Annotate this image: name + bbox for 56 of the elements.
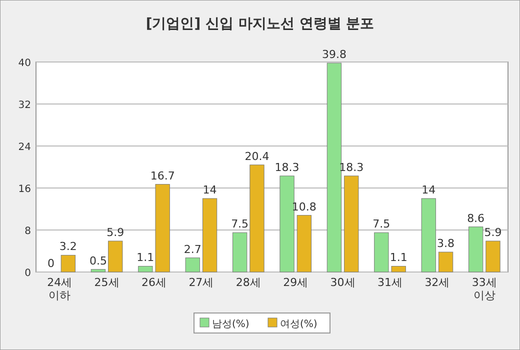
bar (374, 232, 389, 272)
data-label: 0.5 (89, 254, 107, 268)
legend-label: 남성(%) (212, 319, 250, 330)
bar (232, 232, 248, 272)
data-label: 8.6 (467, 212, 485, 225)
y-tick-label: 8 (24, 226, 31, 237)
data-label: 18.3 (274, 160, 300, 174)
x-tick-label: 25세 (94, 276, 120, 289)
y-tick-label: 32 (18, 100, 31, 111)
data-label: 20.4 (244, 150, 270, 163)
data-label: 16.7 (150, 169, 175, 182)
data-label: 7.5 (372, 218, 390, 231)
bar (421, 198, 436, 272)
bar (138, 266, 153, 272)
y-tick-label: 40 (18, 58, 31, 69)
bar (60, 254, 76, 272)
x-tick-label: 24세 이하 (47, 276, 72, 302)
bar (344, 176, 359, 272)
data-label: 7.5 (231, 218, 249, 231)
x-tick-label: 29세 (283, 276, 308, 289)
x-tick-label: 31세 (378, 276, 402, 289)
bar (155, 184, 170, 272)
data-label: 5.9 (484, 226, 502, 240)
x-tick-label: 27세 (188, 276, 214, 289)
data-label: 0 (48, 257, 55, 270)
bar (280, 176, 294, 272)
data-label: 1.1 (390, 251, 408, 264)
y-tick-label: 24 (18, 142, 31, 153)
bar (296, 215, 312, 272)
bar (90, 269, 106, 272)
x-tick-label: 28세 (236, 276, 261, 289)
bar (486, 240, 500, 272)
data-label: 5.9 (106, 226, 124, 240)
x-tick-label: 32세 (424, 276, 450, 289)
y-tick-label: 16 (18, 184, 31, 195)
x-tick-label: 30세 (330, 276, 356, 289)
bar (326, 62, 342, 272)
x-tick-label: 26세 (142, 276, 166, 289)
x-tick-label: 33세 이상 (472, 276, 497, 302)
data-label: 14 (202, 184, 217, 196)
data-label: 1.1 (136, 251, 154, 264)
bar (391, 266, 406, 272)
chart-title: [기업인] 신입 마지노선 연령별 분포 (146, 16, 374, 32)
data-label: 2.7 (184, 242, 202, 256)
data-label: 39.8 (322, 48, 346, 62)
bar (438, 252, 454, 272)
bar (202, 198, 218, 272)
bar (468, 226, 484, 272)
bar (185, 258, 200, 272)
data-label: 3.2 (59, 240, 77, 254)
data-label: 3.8 (437, 237, 455, 250)
bar (250, 164, 264, 272)
data-label: 14 (422, 184, 436, 196)
y-tick-label: 0 (24, 268, 31, 279)
legend-label: 여성(%) (280, 319, 318, 330)
bar (108, 240, 123, 272)
